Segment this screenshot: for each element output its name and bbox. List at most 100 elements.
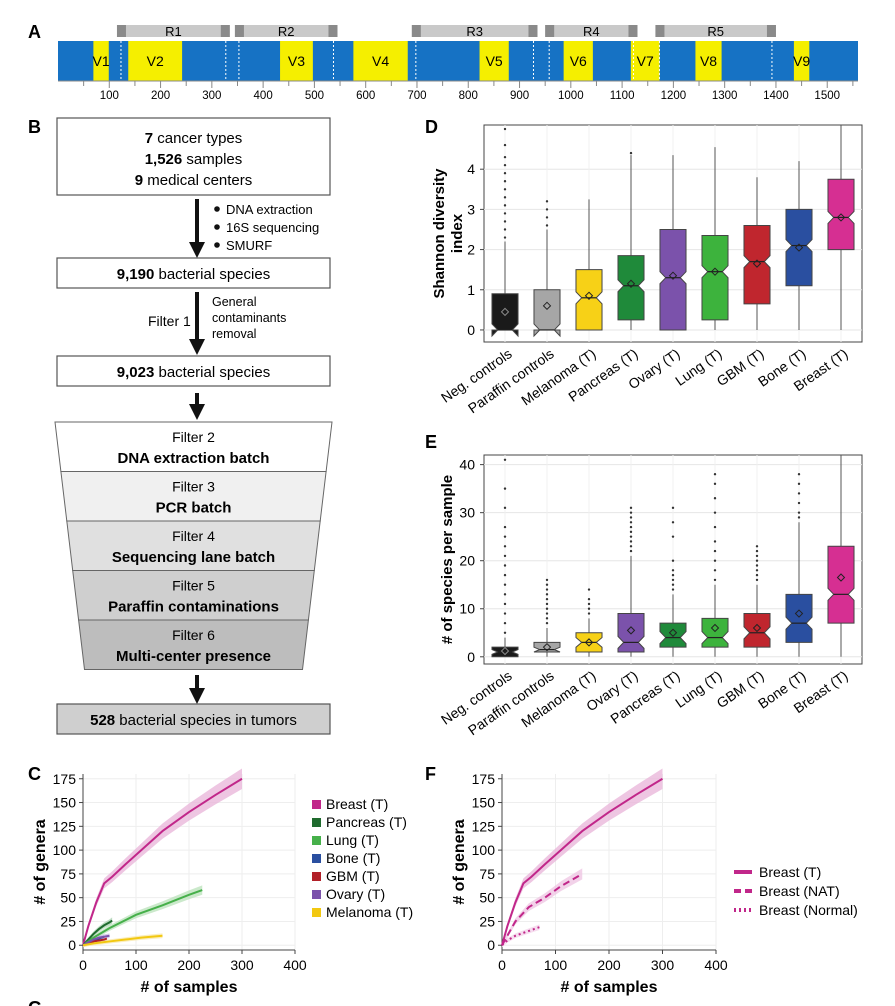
y-tick-label-0: 0 — [487, 937, 495, 953]
outlier-neg-controls-14 — [503, 458, 507, 462]
region-bar-r1 — [116, 25, 230, 37]
mean-gbm-t — [752, 623, 762, 633]
funnel-step-desc-4: Sequencing lane batch — [112, 549, 275, 566]
funnel-step-title-3: Filter 3 — [172, 479, 215, 495]
mean-paraffin-controls — [542, 642, 552, 652]
y-tick-label-2: 2 — [467, 242, 475, 258]
outlier-ovary-t-9 — [629, 506, 633, 510]
outlier-gbm-t-0 — [755, 578, 759, 582]
gene-axis-label-1300: 1300 — [712, 90, 738, 102]
outlier-paraffin-controls-8 — [545, 583, 549, 586]
y-tick-label-20: 20 — [459, 553, 475, 569]
mean-neg-controls — [500, 646, 510, 656]
outlier-neg-controls-6 — [503, 188, 507, 191]
outlier-pancreas-t-5 — [671, 559, 675, 562]
legend-key-melanoma-t — [312, 908, 321, 917]
box-input-samples — [56, 117, 331, 196]
line-melanoma-t — [82, 934, 163, 947]
line-lung-t — [82, 889, 203, 947]
outlier-ovary-t-7 — [629, 516, 633, 519]
box-lung-t — [701, 235, 729, 321]
panel-f-rarefaction: 0 25 50 75 100 125 150 175 0 100 200 300 400 # of sam… — [451, 768, 858, 996]
panel-c-rarefaction: 0 25 50 75 100 125 150 175 0 100 200 300 400 # of sam… — [32, 768, 413, 996]
gene-axis-label-1500: 1500 — [814, 90, 840, 102]
svg-text:9 medical centers: 9 medical centers — [135, 172, 253, 189]
region-bar-cap-left-r4 — [545, 25, 555, 37]
filter-funnel: Filter 2 DNA extraction batch Filter 3 PCR … — [54, 421, 333, 670]
outlier-ovary-t-2 — [629, 540, 633, 543]
species-528-count: 528 — [90, 712, 115, 729]
mean-bone-t — [794, 609, 804, 618]
gene-axis-label-500: 500 — [305, 90, 324, 102]
x-axis-label: # of samples — [141, 979, 238, 996]
y-tick-label-30: 30 — [459, 505, 475, 521]
variable-region-label-v7: V7 — [637, 53, 654, 69]
species-9023-count: 9,023 — [117, 364, 155, 381]
legend-label-gbm-t: GBM (T) — [326, 868, 380, 884]
gene-axis-label-100: 100 — [100, 90, 119, 102]
region-bar-cap-left-r1 — [116, 25, 126, 37]
outlier-melanoma-t-3 — [587, 597, 591, 601]
outlier-bone-t-4 — [797, 482, 801, 486]
legend-key-breast-t — [312, 800, 321, 809]
line-pancreas-t — [82, 919, 113, 946]
svg-text:7 cancer types: 7 cancer types — [145, 130, 243, 147]
outlier-neg-controls-11 — [503, 525, 507, 529]
variable-region-label-v4: V4 — [372, 53, 389, 69]
mean-lung-t — [710, 623, 720, 633]
outlier-ovary-t-5 — [629, 525, 633, 529]
outlier-ovary-t-1 — [629, 545, 633, 548]
legend-label-breast-t: Breast (T) — [326, 796, 388, 812]
y-tick-label-50: 50 — [479, 890, 495, 906]
outlier-paraffin-controls-3 — [545, 200, 549, 203]
y-tick-label-0: 0 — [68, 937, 76, 953]
gene-axis-label-300: 300 — [202, 90, 221, 102]
mean-melanoma-t — [584, 291, 594, 300]
outlier-neg-controls-7 — [503, 564, 507, 567]
panel-label-e: E — [425, 432, 437, 452]
y-tick-label-75: 75 — [479, 866, 495, 882]
filter-1-desc-1: General — [212, 295, 256, 309]
outlier-bone-t-0 — [797, 516, 801, 519]
funnel-step-desc-5: Paraffin contaminations — [108, 599, 279, 616]
band-breast-nat — [502, 868, 583, 948]
svg-text:1,526 samples: 1,526 samples — [145, 151, 243, 168]
outlier-lung-t-3 — [713, 549, 717, 553]
region-bar-cap-right-r3 — [528, 25, 538, 37]
outlier-neg-controls-9 — [503, 163, 507, 167]
gene-axis-label-700: 700 — [407, 90, 426, 102]
mean-lung-t — [710, 267, 720, 276]
filter-1-label: Filter 1 — [148, 313, 191, 329]
y-tick-label-40: 40 — [459, 457, 475, 473]
region-bar-r2 — [234, 25, 338, 37]
species-9190-text: bacterial species — [154, 266, 270, 283]
outlier-neg-controls-9 — [503, 545, 507, 548]
x-tick-label-0: 0 — [79, 957, 87, 973]
outlier-neg-controls-6 — [503, 573, 507, 577]
box-gbm-t — [743, 613, 771, 648]
line-breast-nat — [501, 873, 583, 946]
outlier-lung-t-1 — [713, 569, 717, 572]
outlier-gbm-t-7 — [755, 545, 759, 548]
gene-axis-label-1000: 1000 — [558, 90, 584, 102]
outlier-neg-controls-10 — [503, 155, 507, 159]
variable-region-v5 — [479, 41, 509, 81]
region-label-r2: R2 — [278, 24, 295, 39]
outlier-neg-controls-2 — [503, 612, 507, 615]
outlier-melanoma-t-2 — [587, 602, 591, 606]
outlier-neg-controls-0 — [503, 236, 507, 239]
outlier-ovary-t-8 — [629, 511, 633, 514]
outlier-paraffin-controls-9 — [545, 578, 549, 582]
outlier-ovary-t-6 — [629, 521, 633, 524]
y-tick-label-125: 125 — [53, 818, 77, 834]
outlier-paraffin-controls-7 — [545, 588, 549, 591]
region-bar-cap-right-r4 — [628, 25, 638, 37]
line-breast-t — [501, 777, 664, 946]
funnel-step-title-4: Filter 4 — [172, 528, 215, 544]
x-tick-label-200: 200 — [177, 957, 201, 973]
variable-region-v9 — [793, 41, 810, 81]
gene-axis-label-1200: 1200 — [661, 90, 687, 102]
cancer-types-text: cancer types — [153, 130, 242, 147]
outlier-neg-controls-7 — [503, 180, 507, 183]
